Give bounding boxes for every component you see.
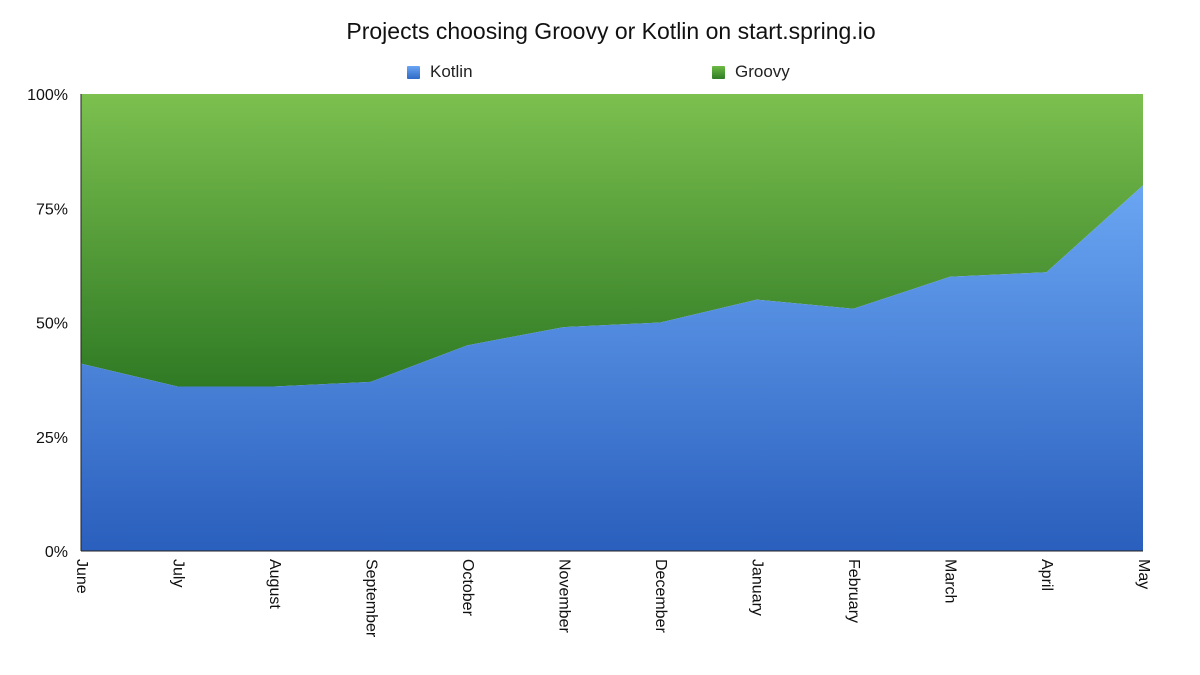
x-tick-label-march: March xyxy=(942,559,959,603)
legend: Kotlin Groovy xyxy=(0,62,1200,84)
legend-item-kotlin: Kotlin xyxy=(407,62,473,82)
area-kotlin xyxy=(81,185,1143,551)
y-tick-label: 50% xyxy=(36,316,68,333)
legend-swatch-groovy xyxy=(712,65,725,79)
x-tick-label-august: August xyxy=(266,559,283,609)
x-tick-label-november: November xyxy=(555,559,572,633)
legend-swatch-kotlin xyxy=(407,65,420,79)
chart-title: Projects choosing Groovy or Kotlin on st… xyxy=(346,18,876,44)
y-tick-label: 25% xyxy=(36,430,68,447)
x-tick-label-january: January xyxy=(749,559,766,616)
x-tick-label-july: July xyxy=(169,559,186,587)
x-tick-label-september: September xyxy=(362,559,379,638)
x-tick-label-may: May xyxy=(1135,559,1152,589)
legend-label-kotlin: Kotlin xyxy=(430,62,473,81)
legend-item-groovy: Groovy xyxy=(712,62,790,82)
y-tick-label: 75% xyxy=(36,201,68,218)
y-tick-label: 0% xyxy=(45,544,68,561)
area-groovy xyxy=(81,94,1143,387)
x-tick-label-april: April xyxy=(1038,559,1055,591)
x-tick-label-october: October xyxy=(459,559,476,617)
y-tick-label: 100% xyxy=(27,87,68,104)
x-tick-label-february: February xyxy=(845,559,862,623)
legend-label-groovy: Groovy xyxy=(735,62,790,81)
x-tick-label-june: June xyxy=(73,559,90,594)
x-tick-label-december: December xyxy=(652,559,669,633)
